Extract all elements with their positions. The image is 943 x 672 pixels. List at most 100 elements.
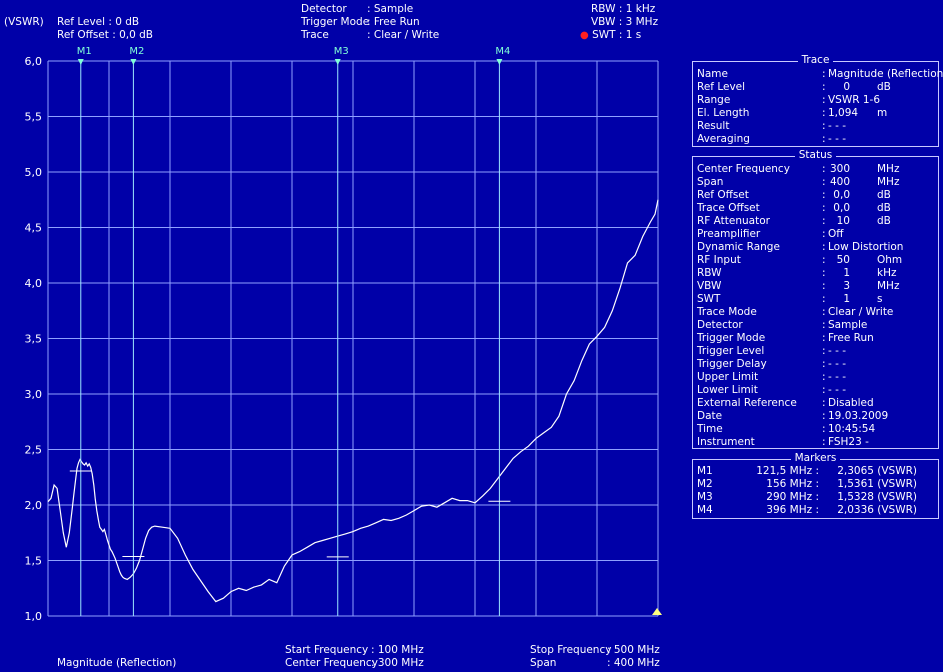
- info-unit: MHz: [877, 176, 900, 188]
- detector-key: Detector: [301, 3, 347, 15]
- info-row: Dynamic Range: Low Distortion: [697, 241, 936, 254]
- marker-row: M2 156 MHz : 1,5361 (VSWR): [697, 478, 936, 491]
- span-key: Span: [530, 657, 557, 669]
- info-value: - - -: [828, 371, 847, 383]
- info-separator: :: [822, 241, 826, 253]
- info-separator: :: [822, 189, 826, 201]
- info-key: Trigger Level: [697, 345, 765, 357]
- info-number: 1,094: [828, 107, 859, 119]
- info-key: Trace Offset: [697, 202, 760, 214]
- info-value: - - -: [828, 358, 847, 370]
- ref-offset-label: Ref Offset : 0,0 dB: [57, 29, 153, 41]
- info-unit: dB: [877, 81, 891, 93]
- trigger-mode-key: Trigger Mode: [301, 16, 370, 28]
- ref-level-label: Ref Level : 0 dB: [57, 16, 140, 28]
- y-tick-label: 3,5: [25, 333, 43, 346]
- info-separator: :: [822, 358, 826, 370]
- info-key: Name: [697, 68, 728, 80]
- info-key: Range: [697, 94, 731, 106]
- y-tick-label: 2,5: [25, 444, 43, 457]
- marker-triangle-icon: [77, 59, 84, 65]
- info-row: RF Input:50 Ohm: [697, 254, 936, 267]
- y-tick-label: 5,5: [25, 111, 43, 124]
- info-key: RF Input: [697, 254, 741, 266]
- y-tick-label: 1,5: [25, 555, 43, 568]
- info-separator: :: [822, 107, 826, 119]
- vbw-label: VBW : 3 MHz: [591, 16, 659, 28]
- info-row: VBW: 3 MHz: [697, 280, 936, 293]
- info-key: Span: [697, 176, 724, 188]
- status-panel: Status Center Frequency:300 MHz Span:400 MH…: [692, 149, 939, 449]
- info-key: Averaging: [697, 133, 750, 145]
- info-key: RF Attenuator: [697, 215, 770, 227]
- y-tick-label: 3,0: [25, 388, 43, 401]
- info-row: Range: VSWR 1-6: [697, 94, 936, 107]
- info-row: External Reference: Disabled: [697, 397, 936, 410]
- info-key: Time: [697, 423, 723, 435]
- info-row: Averaging: - - -: [697, 133, 936, 146]
- info-separator: :: [822, 254, 826, 266]
- info-number: 1: [843, 267, 850, 279]
- info-row: SWT: 1 s: [697, 293, 936, 306]
- y-tick-label: 4,0: [25, 277, 43, 290]
- info-separator: :: [822, 436, 826, 448]
- info-row: Instrument: FSH23 -: [697, 436, 936, 449]
- info-key: Trigger Delay: [697, 358, 767, 370]
- marker-flag-label: M3: [334, 46, 349, 57]
- info-unit: m: [877, 107, 888, 119]
- info-key: Preamplifier: [697, 228, 761, 240]
- info-key: Dynamic Range: [697, 241, 780, 253]
- info-separator: :: [822, 228, 826, 240]
- info-key: Trace Mode: [697, 306, 757, 318]
- info-row: Trigger Delay: - - -: [697, 358, 936, 371]
- info-row: El. Length:1,094 m: [697, 107, 936, 120]
- info-value: 19.03.2009: [828, 410, 889, 422]
- info-value: Disabled: [828, 397, 874, 409]
- info-number: 300: [829, 163, 850, 175]
- info-key: Detector: [697, 319, 743, 331]
- info-row: Trace Mode: Clear / Write: [697, 306, 936, 319]
- info-value: - - -: [828, 384, 847, 396]
- info-separator: :: [822, 423, 826, 435]
- status-panel-title: Status: [794, 149, 837, 161]
- info-row: Trace Offset:0,0 dB: [697, 202, 936, 215]
- info-number: 0,0: [833, 189, 850, 201]
- marker-frequency: 396 MHz :: [766, 504, 819, 516]
- info-value: Magnitude (Reflection): [828, 68, 943, 80]
- trigger-mode-value: : Free Run: [367, 16, 420, 28]
- marker-value: 1,5361 (VSWR): [837, 478, 917, 490]
- info-separator: :: [822, 345, 826, 357]
- info-row: RBW: 1 kHz: [697, 267, 936, 280]
- info-separator: :: [822, 319, 826, 331]
- marker-frequency: 121,5 MHz :: [756, 465, 819, 477]
- info-row: Lower Limit: - - -: [697, 384, 936, 397]
- info-key: Ref Offset: [697, 189, 749, 201]
- y-tick-label: 5,0: [25, 166, 43, 179]
- info-separator: :: [822, 68, 826, 80]
- marker-value: 2,0336 (VSWR): [837, 504, 917, 516]
- info-row: Trigger Level: - - -: [697, 345, 936, 358]
- info-row: Span:400 MHz: [697, 176, 936, 189]
- info-number: 50: [836, 254, 850, 266]
- markers-panel: Markers M1 121,5 MHz : 2,3065 (VSWR) M2 156 …: [692, 452, 939, 519]
- y-tick-label: 1,0: [25, 610, 43, 623]
- info-unit: s: [877, 293, 883, 305]
- info-unit: kHz: [877, 267, 897, 279]
- info-separator: :: [822, 280, 826, 292]
- start-frequency-value: : 100 MHz: [371, 644, 424, 656]
- marker-flag-label: M4: [495, 46, 510, 57]
- marker-row: M4 396 MHz : 2,0336 (VSWR): [697, 504, 936, 517]
- info-row: Preamplifier: Off: [697, 228, 936, 241]
- span-value: : 400 MHz: [607, 657, 660, 669]
- info-separator: :: [822, 371, 826, 383]
- stop-frequency-key: Stop Frequency: [530, 644, 612, 656]
- marker-flag-label: M1: [77, 46, 92, 57]
- info-row: Result: - - -: [697, 120, 936, 133]
- sweep-end-triangle-icon: [652, 608, 662, 615]
- marker-value: 2,3065 (VSWR): [837, 465, 917, 477]
- marker-value: 1,5328 (VSWR): [837, 491, 917, 503]
- marker-flag-label: M2: [129, 46, 144, 57]
- info-value: - - -: [828, 120, 847, 132]
- info-number: 3: [843, 280, 850, 292]
- info-value: Low Distortion: [828, 241, 904, 253]
